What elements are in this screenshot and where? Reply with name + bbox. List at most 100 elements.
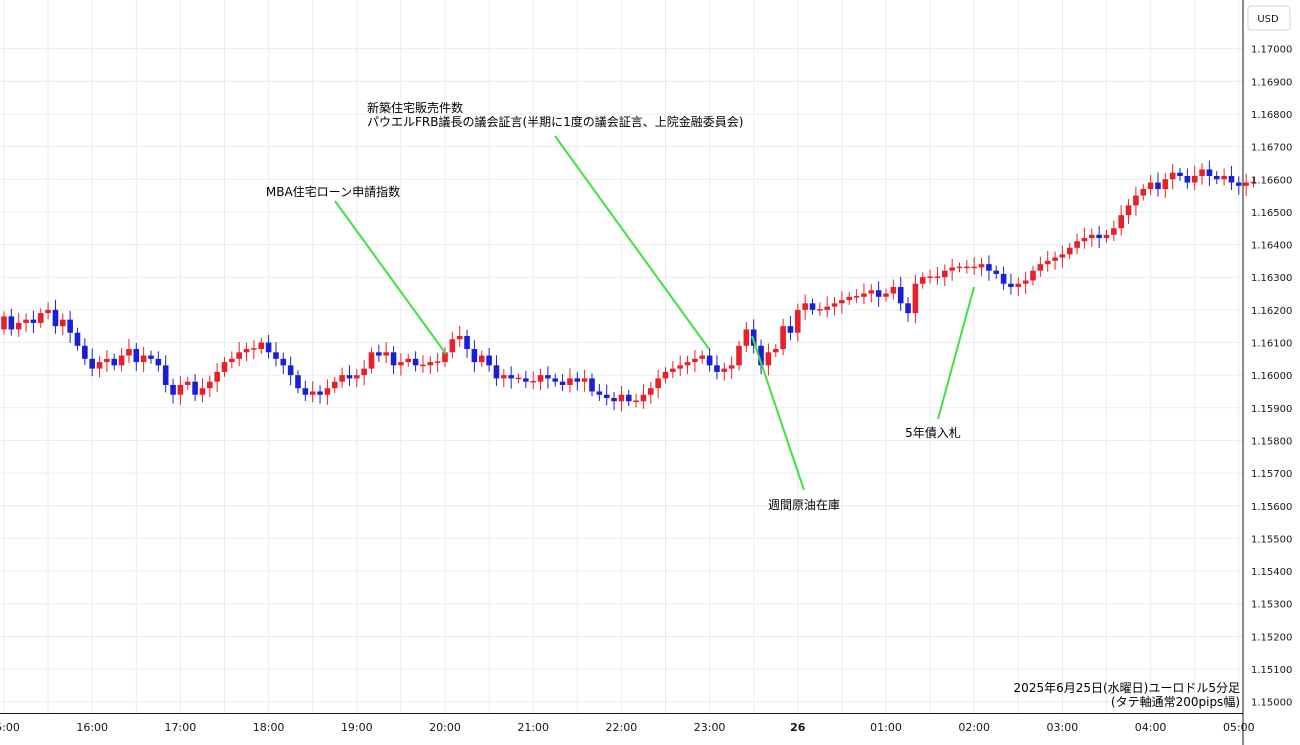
candle: [317, 385, 323, 404]
candle: [434, 353, 441, 373]
candle: [1140, 184, 1147, 201]
candle-body: [670, 368, 676, 372]
candle-body: [177, 384, 184, 395]
candle-body: [1184, 175, 1191, 183]
y-tick-label: 1.15700: [1251, 469, 1292, 480]
candle-body: [625, 394, 632, 402]
candle-body: [684, 362, 691, 366]
candle-body: [471, 349, 478, 363]
candle-body: [148, 355, 154, 359]
candle-body: [655, 378, 661, 389]
candle-body: [537, 375, 544, 382]
candle: [530, 371, 536, 390]
candle: [648, 382, 654, 404]
candle-body: [648, 388, 654, 395]
candle: [780, 318, 786, 356]
candle-body: [118, 355, 125, 366]
price-axis[interactable]: 1.17000 1.16900 1.16800 1.16700 1.16600 1.165…: [1251, 45, 1292, 709]
candle-body: [486, 355, 492, 366]
candle: [376, 344, 382, 362]
candle: [846, 291, 853, 305]
candle-body: [523, 378, 529, 382]
candle-body: [552, 378, 559, 382]
candle: [442, 347, 448, 367]
candle-body: [589, 378, 595, 392]
candle-body: [905, 303, 911, 314]
candle-body: [1213, 175, 1220, 180]
x-tick-label: 26: [790, 721, 806, 734]
candle: [640, 384, 647, 409]
candle: [596, 383, 603, 401]
candle: [559, 374, 566, 392]
candle: [684, 355, 691, 375]
grid: [0, 0, 1243, 713]
time-axis[interactable]: 15:00 16:00 17:00 18:00 19:00 20:00 21:00 22:00…: [0, 721, 1255, 734]
candle: [390, 346, 397, 375]
y-tick-label: 1.15500: [1251, 534, 1292, 545]
candle-body: [243, 349, 250, 353]
candle: [331, 376, 338, 394]
event-annotation: 5年債入札: [905, 286, 975, 440]
candle: [853, 289, 860, 303]
x-tick-label: 21:00: [517, 721, 549, 734]
candle-body: [603, 394, 610, 399]
candle: [1000, 266, 1007, 290]
candle: [978, 257, 985, 277]
candle-body: [545, 375, 551, 379]
y-tick-label: 1.16000: [1251, 371, 1292, 382]
candle: [1015, 277, 1022, 296]
candle: [140, 346, 147, 373]
candle: [192, 374, 198, 401]
candle: [772, 344, 779, 358]
candle: [758, 339, 764, 375]
x-tick-label: 01:00: [870, 721, 902, 734]
candle: [787, 316, 794, 341]
candle-body: [287, 365, 294, 376]
candle: [67, 310, 73, 343]
candle: [861, 283, 867, 305]
candle-body: [361, 368, 367, 376]
y-tick-label: 1.16100: [1251, 339, 1292, 350]
candle-body: [420, 364, 426, 367]
candle-body: [1059, 254, 1066, 258]
candle: [398, 353, 404, 376]
candle-body: [787, 326, 794, 333]
candle: [111, 353, 118, 371]
candle: [74, 327, 81, 351]
candle: [1236, 176, 1242, 195]
candle-body: [1103, 234, 1110, 239]
candle: [383, 342, 389, 364]
candle: [15, 312, 22, 337]
x-tick-label: 23:00: [694, 721, 726, 734]
x-tick-label: 22:00: [606, 721, 638, 734]
candle-body: [442, 352, 448, 363]
y-tick-label: 1.15000: [1251, 698, 1292, 709]
chart-caption-line-1: 2025年6月25日(水曜日)ユーロドル5分足: [1014, 681, 1240, 695]
candle-body: [1243, 182, 1249, 186]
candle: [589, 373, 595, 397]
candle-body: [96, 362, 103, 369]
candle: [60, 313, 66, 335]
candle: [670, 361, 676, 379]
candle: [986, 255, 992, 281]
event-annotation: MBA住宅ローン申請指数: [266, 184, 447, 355]
y-tick-label: 1.16500: [1251, 208, 1292, 219]
candle-body: [192, 381, 198, 395]
candle: [839, 291, 845, 314]
candle: [537, 368, 544, 391]
x-tick-label: 04:00: [1135, 721, 1167, 734]
candle: [1030, 265, 1036, 286]
currency-badge[interactable]: USD: [1247, 5, 1291, 31]
candle: [1228, 165, 1235, 191]
candle: [655, 369, 661, 399]
annotation-label: 週間原油在庫: [768, 498, 840, 512]
candle: [809, 298, 816, 315]
candle-body: [331, 381, 338, 389]
candle-body: [736, 345, 742, 366]
candle-body: [890, 286, 897, 294]
candle: [295, 370, 301, 394]
y-tick-label: 1.16600: [1251, 175, 1292, 186]
candle-body: [1044, 260, 1051, 265]
candle-body: [868, 290, 875, 294]
candle-body: [1052, 257, 1058, 261]
